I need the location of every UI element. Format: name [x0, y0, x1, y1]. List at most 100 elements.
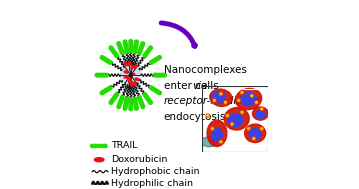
Circle shape [135, 40, 138, 44]
Circle shape [102, 57, 106, 60]
Circle shape [125, 47, 128, 51]
Circle shape [139, 46, 143, 50]
Ellipse shape [133, 82, 136, 85]
Circle shape [104, 88, 108, 92]
Circle shape [112, 97, 116, 100]
Circle shape [137, 51, 141, 54]
Circle shape [133, 50, 137, 53]
Circle shape [134, 47, 137, 51]
Circle shape [118, 103, 121, 106]
Circle shape [140, 103, 144, 106]
Text: endocytosis: endocytosis [164, 112, 226, 122]
Circle shape [141, 105, 145, 108]
Circle shape [108, 61, 112, 64]
Text: enter cells: enter cells [164, 81, 222, 91]
Ellipse shape [129, 79, 131, 83]
Circle shape [123, 40, 127, 44]
Circle shape [134, 102, 137, 105]
Circle shape [100, 73, 104, 77]
Text: via: via [192, 81, 208, 91]
Ellipse shape [124, 71, 128, 73]
Circle shape [139, 100, 143, 104]
Circle shape [98, 73, 101, 77]
Circle shape [149, 86, 153, 90]
Circle shape [160, 73, 164, 77]
Circle shape [120, 49, 123, 52]
Circle shape [129, 107, 132, 111]
Circle shape [125, 50, 129, 53]
Circle shape [105, 73, 108, 77]
Circle shape [155, 90, 159, 93]
Circle shape [123, 107, 127, 110]
Circle shape [129, 98, 132, 101]
Circle shape [129, 102, 132, 106]
Circle shape [111, 48, 114, 52]
Circle shape [102, 90, 106, 93]
Ellipse shape [124, 76, 128, 78]
Ellipse shape [124, 62, 127, 66]
Circle shape [145, 52, 148, 56]
Ellipse shape [128, 76, 131, 79]
Circle shape [112, 50, 116, 53]
Circle shape [158, 91, 161, 95]
Circle shape [155, 73, 159, 77]
Circle shape [115, 93, 118, 97]
Circle shape [145, 95, 148, 98]
Circle shape [124, 45, 128, 48]
Ellipse shape [131, 73, 135, 75]
Circle shape [134, 42, 138, 46]
Circle shape [154, 88, 157, 92]
Circle shape [129, 105, 132, 108]
Circle shape [117, 42, 121, 46]
Circle shape [120, 96, 124, 100]
Circle shape [149, 101, 153, 104]
Circle shape [104, 144, 107, 148]
Text: Nanocomplexes: Nanocomplexes [164, 65, 247, 75]
Circle shape [118, 100, 122, 104]
Circle shape [129, 42, 132, 46]
Circle shape [151, 59, 155, 63]
Ellipse shape [134, 65, 137, 68]
Circle shape [147, 99, 151, 102]
Circle shape [111, 99, 114, 102]
Circle shape [129, 47, 132, 50]
Circle shape [158, 56, 161, 59]
Circle shape [117, 105, 121, 108]
Circle shape [115, 54, 118, 57]
Circle shape [120, 51, 124, 54]
Circle shape [134, 45, 137, 48]
FancyArrowPatch shape [161, 23, 195, 46]
Ellipse shape [131, 65, 133, 69]
Circle shape [109, 46, 113, 50]
Ellipse shape [94, 158, 104, 162]
Circle shape [109, 101, 113, 104]
Circle shape [149, 46, 153, 50]
Circle shape [104, 58, 108, 62]
Circle shape [94, 144, 97, 148]
Ellipse shape [129, 61, 131, 65]
Circle shape [129, 44, 132, 48]
Circle shape [108, 86, 112, 90]
Circle shape [137, 96, 141, 100]
Circle shape [120, 98, 123, 102]
Circle shape [95, 73, 99, 77]
Text: TRAIL: TRAIL [112, 141, 138, 150]
Circle shape [153, 73, 157, 77]
Circle shape [151, 87, 155, 91]
Circle shape [97, 144, 101, 148]
Circle shape [129, 49, 132, 53]
Circle shape [147, 48, 151, 52]
Circle shape [124, 102, 128, 105]
Circle shape [158, 73, 162, 77]
Circle shape [146, 50, 150, 53]
Circle shape [139, 49, 142, 52]
Circle shape [129, 40, 132, 43]
Circle shape [129, 74, 132, 77]
Circle shape [129, 100, 132, 104]
Circle shape [149, 61, 153, 64]
Ellipse shape [131, 82, 133, 86]
Circle shape [125, 97, 129, 101]
Circle shape [139, 98, 142, 102]
Circle shape [90, 144, 94, 148]
Text: Hydrophilic chain: Hydrophilic chain [112, 179, 194, 188]
